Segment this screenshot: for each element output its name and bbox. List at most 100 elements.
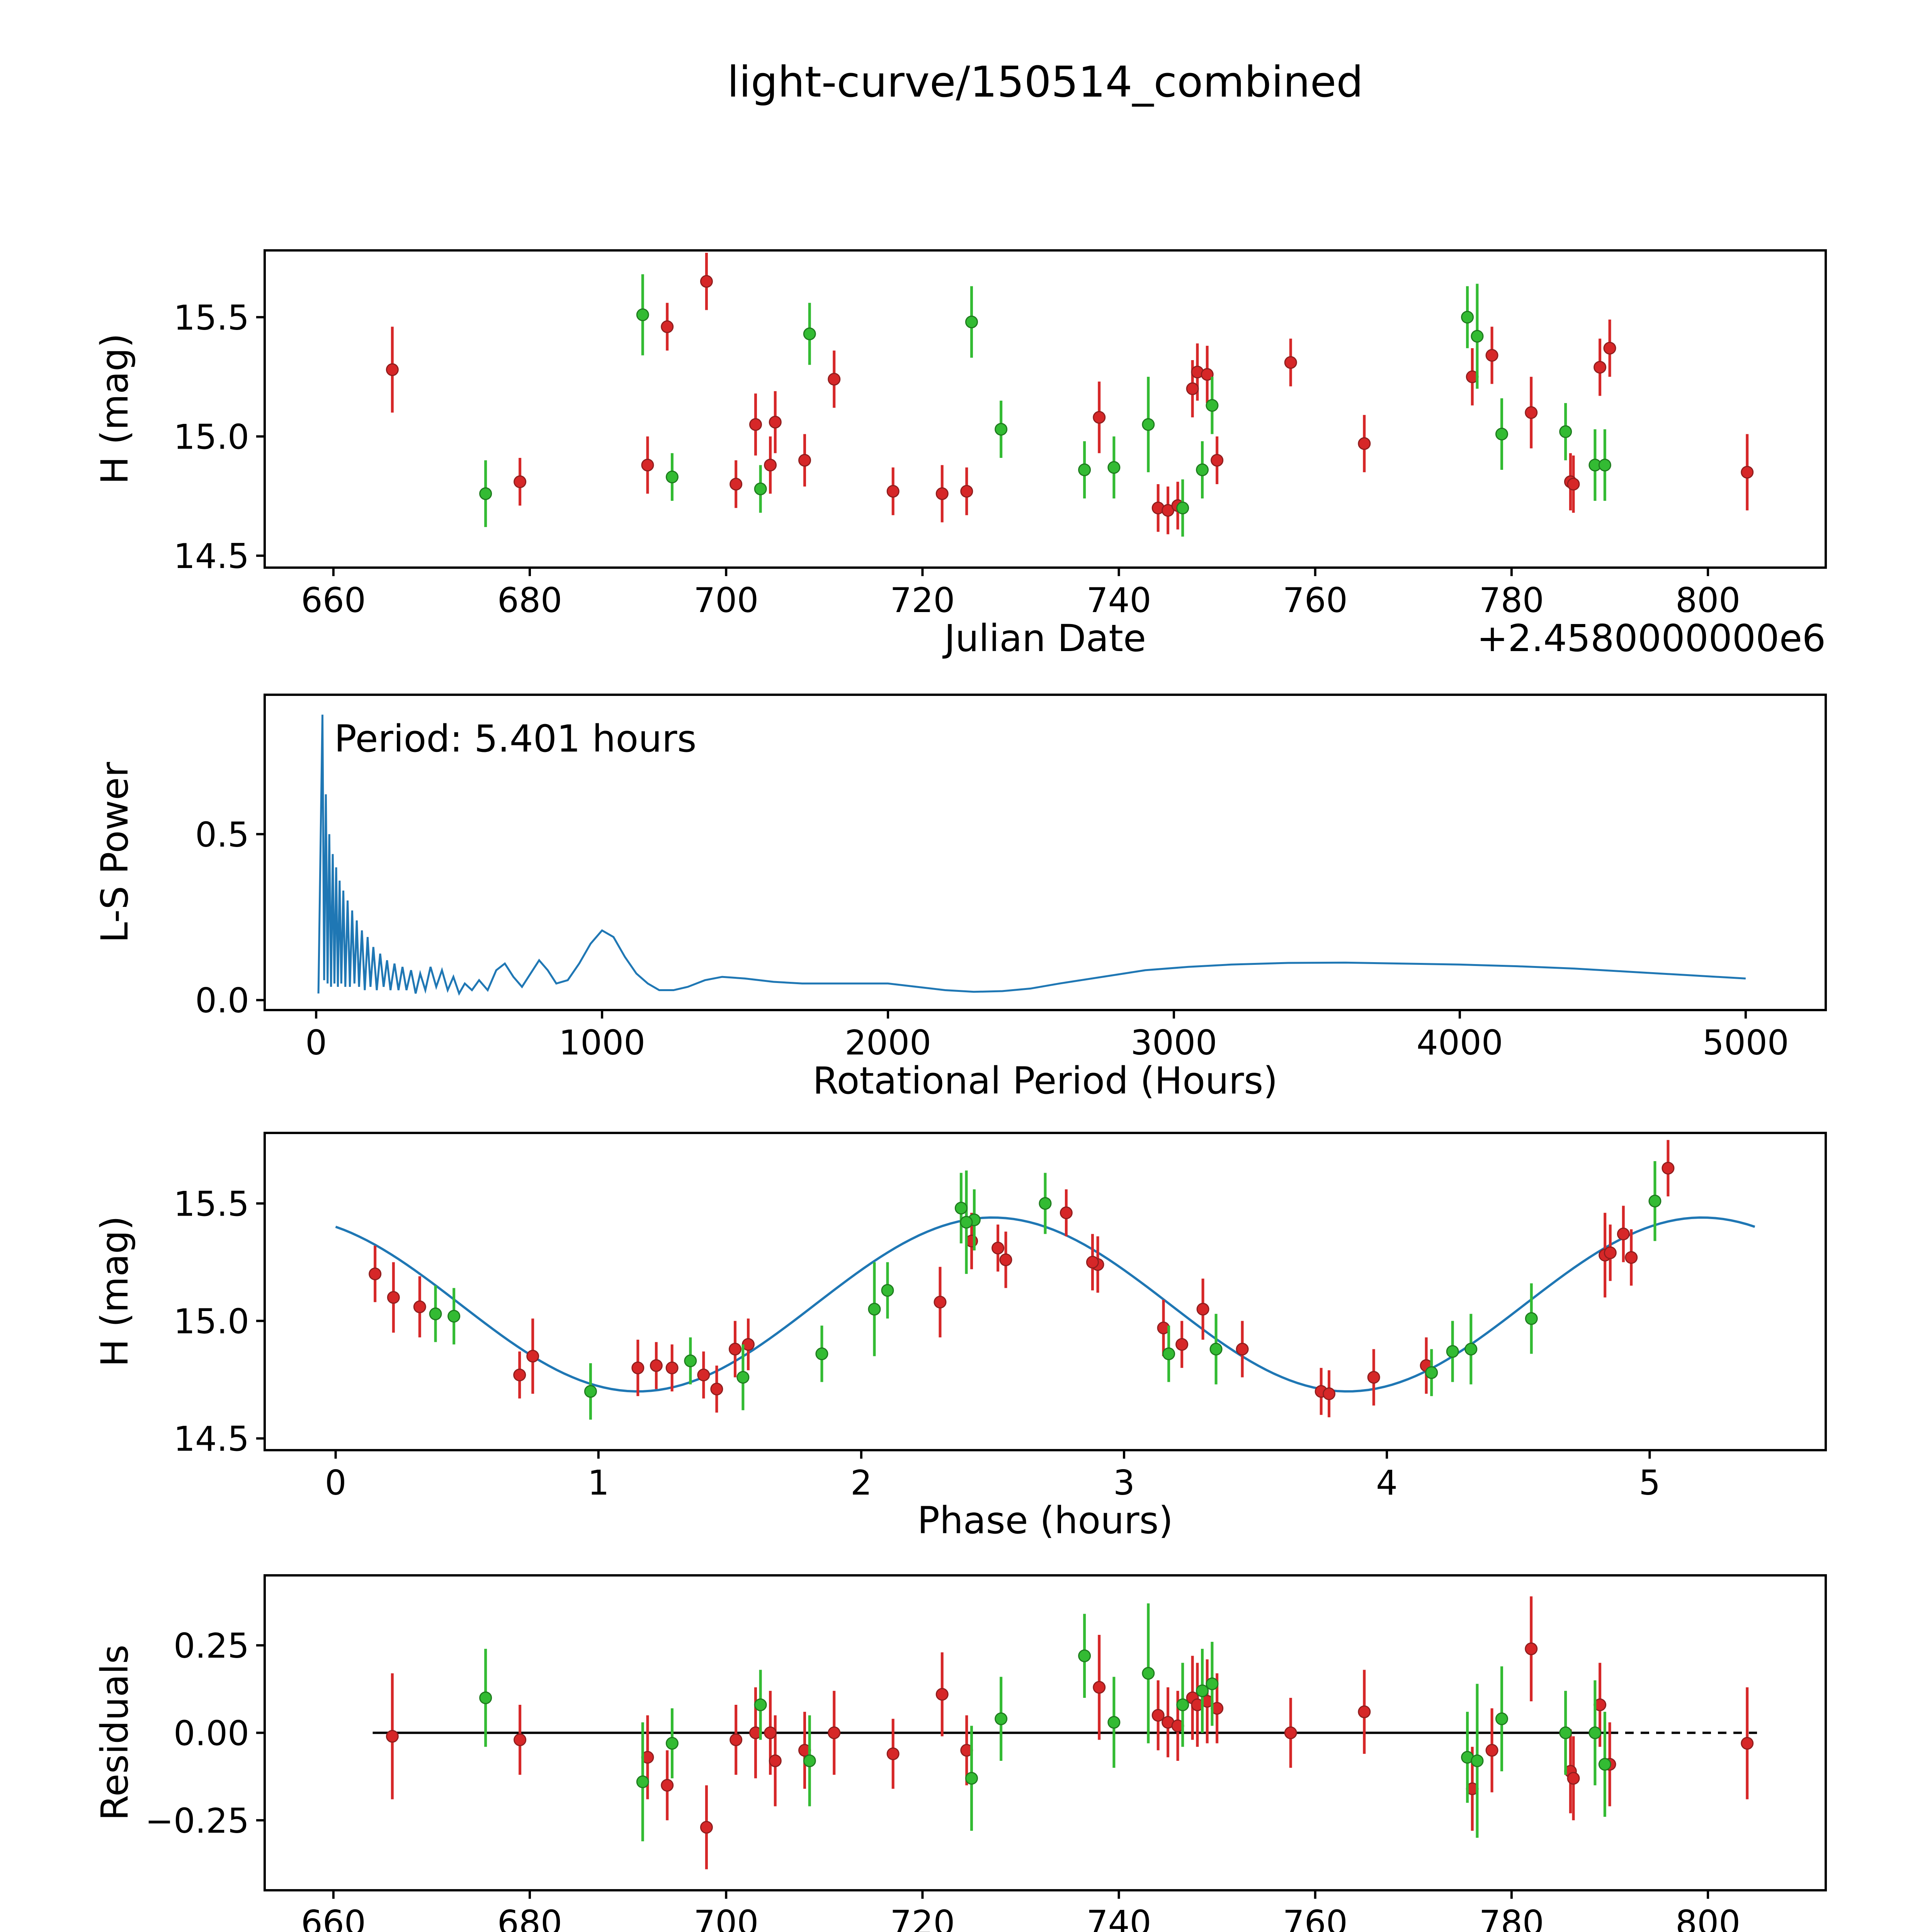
data-point	[1142, 1667, 1155, 1680]
data-point	[1648, 1194, 1662, 1208]
data-point	[1598, 1758, 1611, 1771]
data-point	[386, 1730, 399, 1743]
x-tick-label: 5	[1639, 1463, 1660, 1503]
x-tick-label: 660	[301, 1903, 366, 1932]
data-point	[1107, 461, 1121, 474]
periodogram-curve	[317, 714, 1746, 996]
plot-frame	[264, 694, 1827, 1011]
residuals-ylabel: Residuals	[93, 1645, 136, 1820]
x-tick-label: 800	[1675, 1903, 1740, 1932]
data-point	[965, 1772, 978, 1785]
y-tick-label: 15.0	[173, 417, 249, 457]
data-point	[1603, 342, 1616, 355]
data-point	[665, 470, 679, 483]
panel-phase-axes: 0 1 2 3 4 5 14.5 15.0 15.5	[173, 1132, 1827, 1503]
x-tick-label: 680	[497, 1903, 562, 1932]
data-point	[730, 1733, 743, 1747]
x-tick-label: 700	[694, 580, 759, 620]
x-tick-label: 780	[1479, 580, 1544, 620]
data-point	[700, 1821, 713, 1834]
data-point	[960, 485, 973, 498]
y-tick-label: 14.5	[173, 1419, 249, 1459]
data-point	[1186, 382, 1199, 395]
data-point	[447, 1310, 461, 1323]
data-point	[995, 423, 1008, 436]
data-point	[1107, 1716, 1121, 1729]
data-point	[636, 1775, 649, 1788]
x-tick-label: 680	[497, 580, 562, 620]
panel-lightcurve-axes: 660 680 700 720 740 760 780 800 14.5 15.0 15.5	[173, 249, 1827, 620]
lightcurve-xlabel: Julian Date	[942, 617, 1146, 660]
lightcurve-offset-label: +2.4580000000e6	[1477, 617, 1826, 660]
data-point	[479, 487, 492, 500]
data-point	[636, 308, 649, 321]
data-point	[631, 1361, 645, 1374]
data-point	[1151, 1709, 1165, 1722]
y-tick-label: 0.00	[173, 1714, 249, 1753]
data-point	[1176, 502, 1189, 515]
plot-frame	[264, 1132, 1827, 1451]
data-point	[697, 1368, 710, 1381]
data-point	[886, 485, 900, 498]
data-point	[754, 1698, 767, 1711]
data-point	[1525, 1642, 1538, 1655]
data-point	[1078, 1649, 1091, 1662]
data-point	[730, 478, 743, 491]
panel-residuals-data	[372, 1596, 1757, 1869]
x-tick-label: 3000	[1131, 1023, 1217, 1063]
data-point	[935, 1688, 949, 1701]
data-point	[728, 1342, 742, 1355]
data-point	[1598, 459, 1611, 472]
data-point	[387, 1291, 400, 1304]
data-point	[1086, 1255, 1099, 1269]
data-point	[650, 1359, 663, 1372]
data-point	[386, 363, 399, 376]
data-point	[1367, 1371, 1380, 1384]
data-point	[1567, 478, 1580, 491]
periodogram-ylabel: L-S Power	[93, 762, 136, 943]
data-point	[684, 1354, 697, 1367]
data-point	[1284, 1726, 1297, 1739]
data-point	[1559, 1726, 1572, 1739]
x-tick-label: 720	[890, 1903, 955, 1932]
data-point	[1175, 1338, 1189, 1351]
y-tick-label: −0.25	[145, 1801, 249, 1841]
data-point	[954, 1202, 968, 1215]
data-point	[665, 1737, 679, 1750]
data-point	[992, 1242, 1005, 1255]
data-point	[1625, 1251, 1638, 1264]
data-point	[798, 454, 811, 467]
x-tick-label: 0	[305, 1023, 327, 1063]
data-point	[1567, 1772, 1580, 1785]
data-point	[710, 1383, 723, 1396]
y-tick-label: 15.0	[173, 1302, 249, 1342]
data-point	[749, 418, 762, 431]
data-point	[641, 459, 654, 472]
data-point	[1525, 1312, 1538, 1325]
data-point	[1662, 1162, 1675, 1175]
data-point	[413, 1300, 426, 1313]
x-tick-label: 0	[325, 1463, 347, 1503]
plot-frame	[264, 1574, 1827, 1891]
figure-title: light-curve/150514_combined	[727, 57, 1363, 107]
data-point	[1284, 356, 1297, 369]
data-point	[1206, 399, 1219, 412]
plot-frame	[264, 249, 1827, 569]
x-tick-label: 3	[1113, 1463, 1135, 1503]
data-point	[828, 1726, 841, 1739]
panel-residuals-axes: 660 680 700 720 740 760 780 800 −0.25 0.00 0.25	[145, 1574, 1827, 1932]
data-point	[513, 1368, 526, 1381]
y-tick-label: 0.25	[173, 1626, 249, 1666]
data-point	[1201, 368, 1214, 381]
y-tick-label: 14.5	[173, 536, 249, 576]
x-tick-label: 760	[1283, 1903, 1348, 1932]
panel-periodogram-data	[317, 714, 1746, 996]
data-point	[736, 1371, 750, 1384]
data-point	[1485, 349, 1498, 362]
x-tick-label: 1000	[559, 1023, 645, 1063]
data-point	[769, 415, 782, 429]
data-point	[1162, 1347, 1175, 1361]
data-point	[514, 1733, 527, 1747]
